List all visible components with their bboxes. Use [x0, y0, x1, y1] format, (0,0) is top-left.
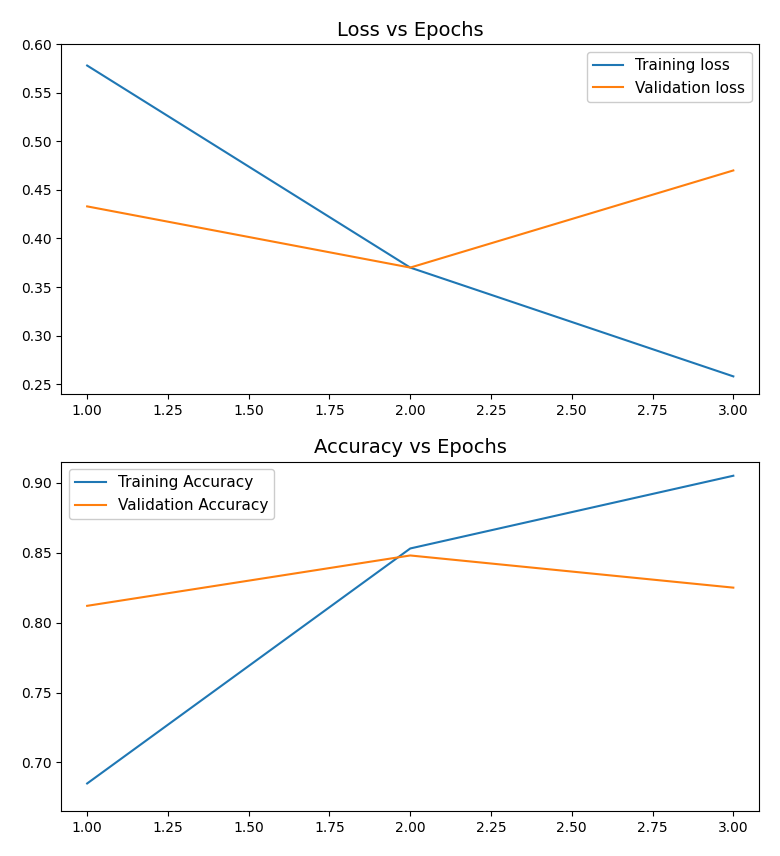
Training Accuracy	[729, 471, 738, 481]
Line: Training loss: Training loss	[87, 66, 733, 377]
Legend: Training loss, Validation loss: Training loss, Validation loss	[587, 52, 751, 102]
Validation Accuracy	[406, 550, 415, 561]
Training loss	[83, 61, 92, 71]
Validation loss	[406, 263, 415, 273]
Training Accuracy	[406, 544, 415, 554]
Line: Validation Accuracy: Validation Accuracy	[87, 556, 733, 606]
Validation Accuracy	[729, 582, 738, 592]
Title: Loss vs Epochs: Loss vs Epochs	[337, 21, 484, 40]
Validation Accuracy	[83, 601, 92, 611]
Training loss	[406, 263, 415, 273]
Line: Validation loss: Validation loss	[87, 170, 733, 268]
Training loss	[729, 372, 738, 382]
Training Accuracy	[83, 778, 92, 788]
Legend: Training Accuracy, Validation Accuracy: Training Accuracy, Validation Accuracy	[69, 469, 275, 520]
Title: Accuracy vs Epochs: Accuracy vs Epochs	[314, 438, 507, 457]
Line: Training Accuracy: Training Accuracy	[87, 476, 733, 783]
Validation loss	[729, 165, 738, 175]
Validation loss	[83, 201, 92, 211]
